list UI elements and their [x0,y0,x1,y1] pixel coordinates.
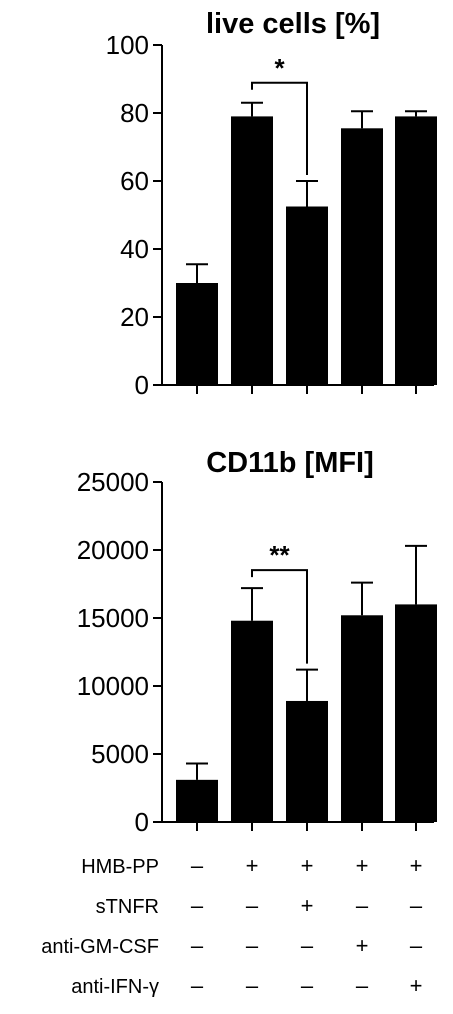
condition-sign: – [410,893,423,918]
chart-2-bar [176,779,218,822]
chart-2-significance-bracket [251,569,308,664]
condition-sign: – [301,973,314,998]
condition-sign: – [246,973,259,998]
chart-1-y-tick-label: 80 [120,98,149,128]
condition-sign: + [410,973,423,998]
chart-1-bar [176,283,218,385]
chart-2-bar [341,615,383,822]
condition-sign: – [191,853,204,878]
condition-sign: – [191,973,204,998]
condition-sign: + [356,933,369,958]
condition-sign: + [246,853,259,878]
chart-2-y-tick-label: 20000 [77,535,149,565]
condition-sign: + [301,893,314,918]
condition-label: sTNFR [96,896,159,918]
chart-2-bar [286,700,328,822]
condition-label: HMB-PP [81,856,159,878]
chart-1-title: live cells [%] [206,8,380,40]
chart-1-bar [231,116,273,386]
condition-label: anti-GM-CSF [41,936,159,958]
chart-1-significance-label: * [274,53,285,83]
condition-sign: – [191,893,204,918]
chart-2-bar [231,620,273,822]
chart-1-y-tick-label: 0 [135,370,149,400]
chart-1-y-tick-label: 20 [120,302,149,332]
chart-2-y-tick-label: 5000 [91,739,149,769]
condition-sign: – [246,933,259,958]
chart-2-title: CD11b [MFI] [206,447,374,479]
condition-sign: – [356,893,369,918]
condition-sign: + [356,853,369,878]
chart-1-y-tick-label: 100 [106,30,149,60]
chart-1-bar [395,116,437,386]
chart-1-y-tick-label: 60 [120,166,149,196]
condition-sign: + [410,853,423,878]
chart-1-y-tick-label: 40 [120,234,149,264]
chart-1-bar [286,206,328,385]
condition-sign: – [356,973,369,998]
chart-2-y-tick-label: 25000 [77,467,149,497]
condition-sign: – [246,893,259,918]
condition-sign: – [410,933,423,958]
chart-2-y-tick-label: 15000 [77,603,149,633]
chart-2-y-tick-label: 10000 [77,671,149,701]
condition-label: anti-IFN-γ [71,976,159,998]
chart-2-bar [395,604,437,822]
condition-sign: – [301,933,314,958]
chart-1-significance-bracket [251,81,308,175]
chart-2-y-tick-label: 0 [135,807,149,837]
chart-2-significance-label: ** [269,540,290,570]
condition-sign: + [301,853,314,878]
condition-sign: – [191,933,204,958]
chart-1-bar [341,128,383,386]
